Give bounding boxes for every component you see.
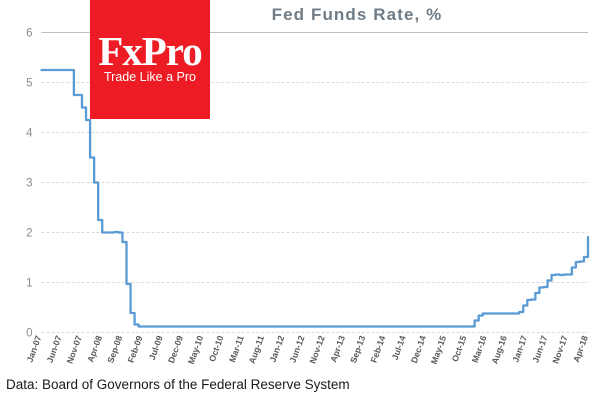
svg-text:Jan-12: Jan-12 [267,334,286,363]
svg-text:Dec-14: Dec-14 [409,334,428,364]
svg-text:Mar-11: Mar-11 [227,334,246,363]
svg-text:Jan-17: Jan-17 [510,334,529,363]
svg-text:Apr-13: Apr-13 [328,334,347,363]
svg-text:Nov-12: Nov-12 [307,334,326,365]
svg-text:1: 1 [26,278,32,290]
svg-text:May-10: May-10 [186,334,206,365]
svg-text:Oct-10: Oct-10 [207,334,226,363]
svg-text:4: 4 [26,128,33,140]
svg-text:Nov-17: Nov-17 [550,334,569,365]
svg-text:Feb-14: Feb-14 [368,334,387,364]
svg-text:2: 2 [26,228,32,240]
svg-text:5: 5 [26,78,32,90]
svg-text:Jul-14: Jul-14 [390,334,408,361]
svg-text:Feb-09: Feb-09 [126,334,145,364]
svg-text:Jun-07: Jun-07 [45,334,64,364]
svg-text:Mar-16: Mar-16 [470,334,489,364]
svg-text:Apr-18: Apr-18 [571,334,590,363]
svg-text:6: 6 [26,28,32,40]
svg-text:Aug-16: Aug-16 [489,334,509,365]
svg-text:Sep-13: Sep-13 [348,334,367,364]
svg-text:Jun-17: Jun-17 [530,334,549,364]
svg-text:Dec-09: Dec-09 [166,334,185,364]
svg-text:Jul-09: Jul-09 [147,334,165,361]
svg-text:Oct-15: Oct-15 [450,334,469,363]
svg-text:Apr-08: Apr-08 [85,334,104,363]
svg-text:May-15: May-15 [429,334,449,365]
svg-text:3: 3 [26,178,32,190]
svg-text:Nov-07: Nov-07 [65,334,84,365]
svg-text:Sep-08: Sep-08 [105,334,124,364]
svg-text:Aug-11: Aug-11 [247,334,266,365]
svg-text:Jun-12: Jun-12 [288,334,307,364]
svg-text:0: 0 [26,328,32,340]
